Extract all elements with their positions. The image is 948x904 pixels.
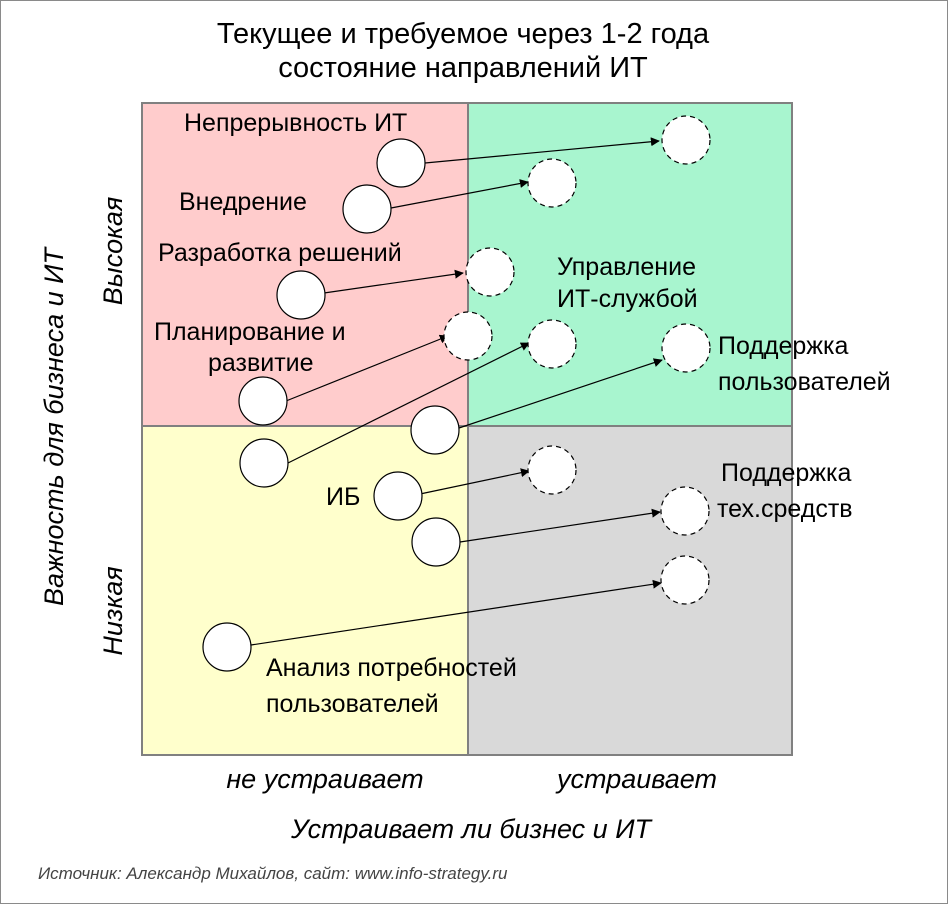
x-axis-title: Устраивает ли бизнес и ИТ <box>290 814 654 844</box>
arrow-user-support <box>455 358 663 430</box>
required-circle-continuity <box>661 115 711 165</box>
source-note: Источник: Александр Михайлов, сайт: www.… <box>38 864 508 883</box>
current-circle-implementation <box>342 184 392 234</box>
current-state-markers <box>202 138 461 672</box>
quadrant-low-satisfied <box>467 425 793 756</box>
current-circle-security <box>373 471 423 521</box>
arrow-it-service <box>287 342 530 464</box>
current-circle-it-service <box>239 438 289 488</box>
title-line-2: состояние направлений ИТ <box>278 52 648 84</box>
label-hw-support-line-1: Поддержка <box>721 459 852 487</box>
title-line-1: Текущее и требуемое через 1-2 года <box>217 18 710 50</box>
y-axis-high-label: Высокая <box>98 197 128 306</box>
label-needs-analysis-line-2: пользователей <box>266 690 439 718</box>
current-circle-continuity <box>376 138 426 188</box>
arrow-planning <box>285 334 449 402</box>
arrow-development <box>323 269 464 294</box>
label-it-service-line-2: ИТ-службой <box>557 285 698 313</box>
arrow-security <box>419 468 530 495</box>
label-security: ИБ <box>326 483 360 511</box>
arrow-hw-support <box>459 508 661 543</box>
arrow-implementation <box>390 179 529 209</box>
x-axis-high-label: устраивает <box>555 764 717 794</box>
required-circle-development <box>465 247 515 297</box>
current-circle-needs-analysis <box>202 622 252 672</box>
label-planning-line-2: развитие <box>208 349 314 377</box>
y-axis-title: Важность для бизнеса и ИТ <box>39 246 69 606</box>
arrow-continuity <box>424 137 660 164</box>
current-circle-user-support <box>410 405 460 455</box>
label-needs-analysis-line-1: Анализ потребностей <box>266 654 517 682</box>
current-circle-development <box>276 270 326 320</box>
label-planning-line-1: Планирование и <box>154 318 346 346</box>
label-it-service-line-1: Управление <box>557 253 696 281</box>
required-state-markers <box>443 115 711 605</box>
required-circle-security <box>527 445 577 495</box>
required-circle-needs-analysis <box>660 555 710 605</box>
current-circle-hw-support <box>411 517 461 567</box>
quadrant-high-satisfied <box>467 102 793 427</box>
label-user-support-line-1: Поддержка <box>718 332 849 360</box>
label-hw-support-line-2: тех.средств <box>717 495 853 523</box>
label-implementation: Внедрение <box>179 188 307 216</box>
arrow-needs-analysis <box>250 579 662 646</box>
label-continuity: Непрерывность ИТ <box>184 109 407 137</box>
current-circle-planning <box>238 376 288 426</box>
label-development: Разработка решений <box>158 239 402 267</box>
transition-arrows <box>250 137 663 646</box>
x-axis-low-label: не устраивает <box>226 764 423 794</box>
label-user-support-line-2: пользователей <box>718 368 891 396</box>
required-circle-hw-support <box>660 486 710 536</box>
required-circle-user-support <box>661 323 711 373</box>
y-axis-low-label: Низкая <box>98 566 128 655</box>
required-circle-it-service <box>527 319 577 369</box>
required-circle-implementation <box>527 158 577 208</box>
required-circle-planning <box>443 311 493 361</box>
